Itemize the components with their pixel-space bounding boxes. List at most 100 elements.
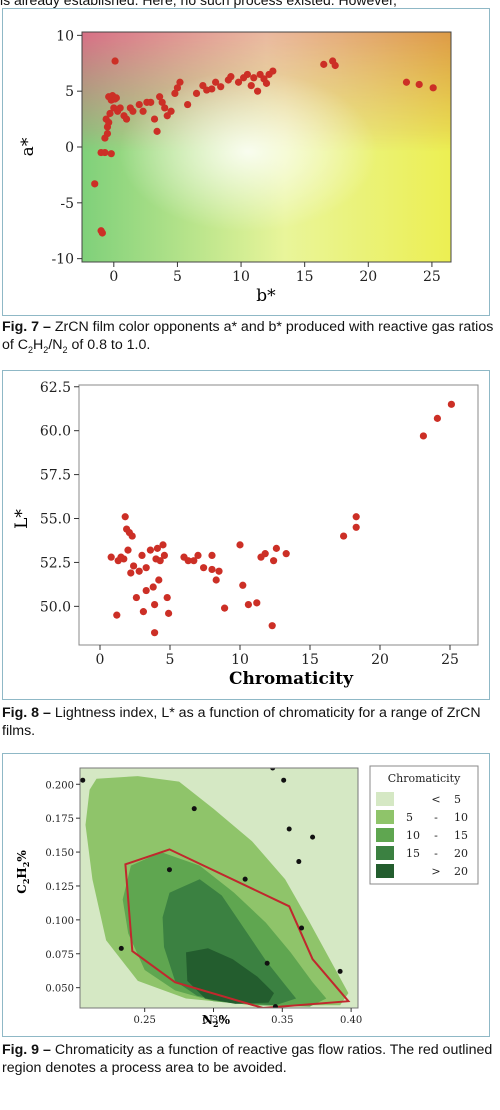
figure-8-data-point <box>236 541 244 549</box>
figure-9-chart: 0.25 0.30 0.35 0.40 0.050 0.075 0.100 0.125 0.15… <box>15 765 479 1029</box>
figure-9-y-tick-label: 0.200 <box>45 780 74 791</box>
figure-9-y-tick-label: 0.125 <box>45 882 74 893</box>
figure-7-data-point <box>91 180 99 188</box>
figure-9-caption-label: Fig. 9 – <box>2 1042 51 1058</box>
sub-2: 2 <box>43 344 49 355</box>
figure-9-contour-level-4 <box>186 948 274 1004</box>
figure-9-x-tick-label: 0.40 <box>340 1015 362 1026</box>
figure-8-data-point <box>212 576 220 584</box>
figure-7-data-point <box>156 93 164 101</box>
figure-7-data-point <box>415 80 423 89</box>
figure-7-data-point <box>103 130 112 138</box>
figure-7-data-point <box>217 83 225 91</box>
figure-8-data-point <box>208 565 216 574</box>
figure-7-x-axis-label: b* <box>256 286 276 306</box>
figure-8-data-point <box>127 569 135 577</box>
figure-7-data-point <box>234 78 243 86</box>
figure-8-data-point <box>132 593 140 602</box>
figure-7-data-point <box>158 98 166 106</box>
figure-8-data-point <box>107 553 115 561</box>
figure-8-data-point <box>239 581 247 589</box>
figure-9-legend-sep-3: - <box>434 829 438 842</box>
figure-8-data-point <box>200 564 208 572</box>
figure-8-data-point <box>159 541 167 549</box>
figure-8-data-point <box>352 513 360 521</box>
figure-9-x-tick-label: 0.30 <box>202 1015 224 1026</box>
figure-7-data-point <box>101 148 109 157</box>
figure-9-legend-sep-2: - <box>434 811 438 824</box>
figure-8-data-point <box>153 544 161 552</box>
figure-7-data-point <box>116 104 124 112</box>
figure-7-data-point <box>171 89 179 98</box>
figure-8-x-tick-label: 10 <box>231 652 249 668</box>
figure-7-panel: 0 5 10 15 20 25 -10 -5 0 5 10 b* a* <box>2 8 490 316</box>
figure-8-data-point <box>447 400 455 408</box>
figure-9-y-tick-label: 0.075 <box>45 950 74 961</box>
figure-9-caption: Fig. 9 – Chromaticity as a function of r… <box>2 1041 494 1077</box>
figure-8-caption-label: Fig. 8 – <box>2 705 51 721</box>
figure-7-data-point <box>227 73 235 81</box>
figure-9-design-point <box>337 968 343 974</box>
figure-8-data-point <box>340 532 348 540</box>
figure-8-y-axis-label: L* <box>12 509 32 529</box>
figure-9-design-point <box>80 777 86 783</box>
figure-9-design-point <box>191 806 197 812</box>
figure-9-x-tick-label: 0.35 <box>271 1015 293 1026</box>
figure-7-x-tick-label: 5 <box>173 269 182 285</box>
figure-8-data-point <box>433 414 441 422</box>
figure-7-x-tick-label: 0 <box>109 269 118 285</box>
figure-9-legend-swatch-2 <box>376 810 394 824</box>
figure-8-data-point <box>124 546 132 554</box>
figure-9-y-tick-label: 0.100 <box>45 916 74 927</box>
figure-7-data-point <box>107 150 115 158</box>
figure-8-data-point <box>268 622 276 630</box>
figure-8-data-point <box>190 557 198 565</box>
figure-8-x-axis-label: Chromaticity <box>229 669 354 689</box>
figure-9-legend-sep-1: < <box>431 793 440 806</box>
figure-8-data-point <box>163 593 171 602</box>
figure-7-data-point <box>212 78 220 86</box>
figure-9-legend-sep-4: - <box>434 847 438 860</box>
figure-7-caption: Fig. 7 – ZrCN film color opponents a* an… <box>2 318 494 359</box>
figure-8-panel: 0 5 10 15 20 25 50.0 52.5 55.0 57.5 60.0 62.5 Chrom… <box>2 370 490 700</box>
figure-8-data-point <box>151 629 159 637</box>
figure-7-data-point <box>147 98 155 106</box>
figure-7-caption-text-1: ZrCN film color opponents a* and b* prod… <box>2 319 494 353</box>
figure-9-legend-high-3: 15 <box>454 829 468 842</box>
figure-9-design-point <box>270 768 276 771</box>
figure-9-contours <box>80 768 351 1008</box>
figure-7-y-tick-label: -10 <box>51 252 74 268</box>
figure-7-data-point <box>402 78 411 86</box>
figure-9-design-point <box>286 826 292 832</box>
figure-9-x-axis-label: N2% <box>202 1013 231 1029</box>
figure-8-x-tick-label: 0 <box>96 652 105 668</box>
figure-7-data-point <box>153 127 161 135</box>
figure-8-data-point <box>155 576 163 584</box>
figure-9-legend-swatch-5 <box>376 864 394 878</box>
figure-8-data-point <box>184 557 192 565</box>
figure-8-x-tick-label: 20 <box>371 652 389 668</box>
figure-8-y-tick-label: 55.0 <box>40 512 71 528</box>
figure-8-data-point <box>142 586 150 595</box>
figure-7-caption-text-2: H <box>33 337 44 353</box>
figure-8-data-point <box>221 604 229 612</box>
figure-8-data-point <box>165 609 173 617</box>
figure-7-x-tick-label: 20 <box>359 269 377 285</box>
figure-9-design-point <box>264 960 270 966</box>
figure-8-data-point <box>121 513 129 521</box>
figure-7-data-point <box>320 60 328 68</box>
figure-8-data-point <box>261 550 269 558</box>
figure-8-frame <box>78 384 479 646</box>
figure-8-chart: 0 5 10 15 20 25 50.0 52.5 55.0 57.5 60.0 62.5 Chrom… <box>12 380 479 689</box>
figure-8-y-tick-label: 50.0 <box>40 599 71 615</box>
figure-9-legend-low-2: 5 <box>406 811 413 824</box>
sub-3: 2 <box>62 344 68 355</box>
figure-7-data-point <box>173 84 182 92</box>
figure-8-data-point <box>208 551 216 560</box>
figure-7-data-point <box>331 61 339 70</box>
figure-8-data-point <box>160 551 168 560</box>
figure-9-legend-high-4: 20 <box>454 847 468 860</box>
figure-9-design-point <box>310 834 316 840</box>
figure-9-legend-high-5: 20 <box>454 865 468 878</box>
figure-7-caption-text-3: /N <box>48 337 63 353</box>
